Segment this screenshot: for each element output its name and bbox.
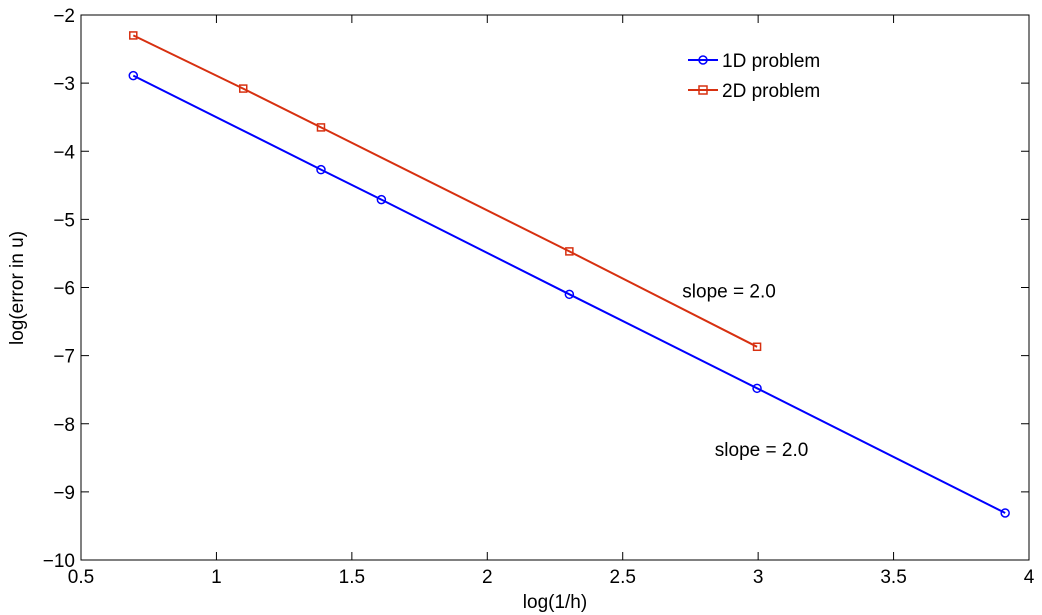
data-point-square	[565, 247, 574, 256]
y-tick-label: −3	[53, 74, 75, 95]
data-point-square	[129, 31, 138, 40]
data-point-square	[316, 123, 326, 132]
x-axis-label: log(1/h)	[523, 592, 587, 613]
data-point-circle	[752, 383, 762, 394]
x-tick-label: 0.5	[68, 567, 94, 588]
x-tick-label: 2.5	[610, 567, 636, 588]
y-tick-label: −10	[43, 551, 75, 572]
data-point-square	[238, 84, 248, 93]
y-tick-label: −9	[53, 483, 75, 504]
y-axis-label: log(error in u)	[7, 231, 28, 345]
y-axis-ticks: −10 −9 −8 −7 −6 −5 −4 −3 −2	[43, 6, 1029, 572]
x-tick-label: 1.5	[339, 567, 365, 588]
x-tick-label: 2	[482, 567, 493, 588]
legend-label-1d: 1D problem	[722, 51, 820, 72]
legend-label-2d: 2D problem	[722, 81, 820, 102]
data-point-circle	[564, 289, 575, 300]
slope-annotation: slope = 2.0	[715, 440, 809, 461]
series-line-1	[132, 74, 1006, 514]
y-tick-label: −8	[53, 415, 75, 436]
data-point-circle	[316, 164, 326, 175]
legend-marker-square-icon	[698, 85, 708, 95]
x-tick-label: 3	[753, 567, 764, 588]
legend: 1D problem 2D problem	[688, 51, 820, 102]
y-tick-label: −7	[53, 347, 75, 368]
y-tick-label: −4	[53, 142, 75, 163]
x-axis-ticks: 0.5 1 1.5 2 2.5 3 3.5 4	[68, 15, 1035, 588]
y-tick-label: −6	[53, 279, 75, 300]
data-point-circle	[376, 194, 387, 205]
legend-marker-circle-icon	[698, 55, 708, 65]
data-point-circle	[1000, 508, 1010, 518]
y-tick-label: −5	[53, 210, 75, 231]
data-point-square	[752, 342, 762, 352]
slope-annotation: slope = 2.0	[682, 282, 776, 303]
x-tick-label: 1	[211, 567, 222, 588]
x-tick-label: 4	[1024, 567, 1035, 588]
y-tick-label: −2	[53, 6, 75, 27]
x-tick-label: 3.5	[880, 567, 906, 588]
series-layer	[128, 31, 1010, 518]
series-line-2	[132, 34, 758, 348]
annotation-layer: slope = 2.0 slope = 2.0	[682, 282, 808, 461]
data-point-circle	[128, 70, 139, 81]
